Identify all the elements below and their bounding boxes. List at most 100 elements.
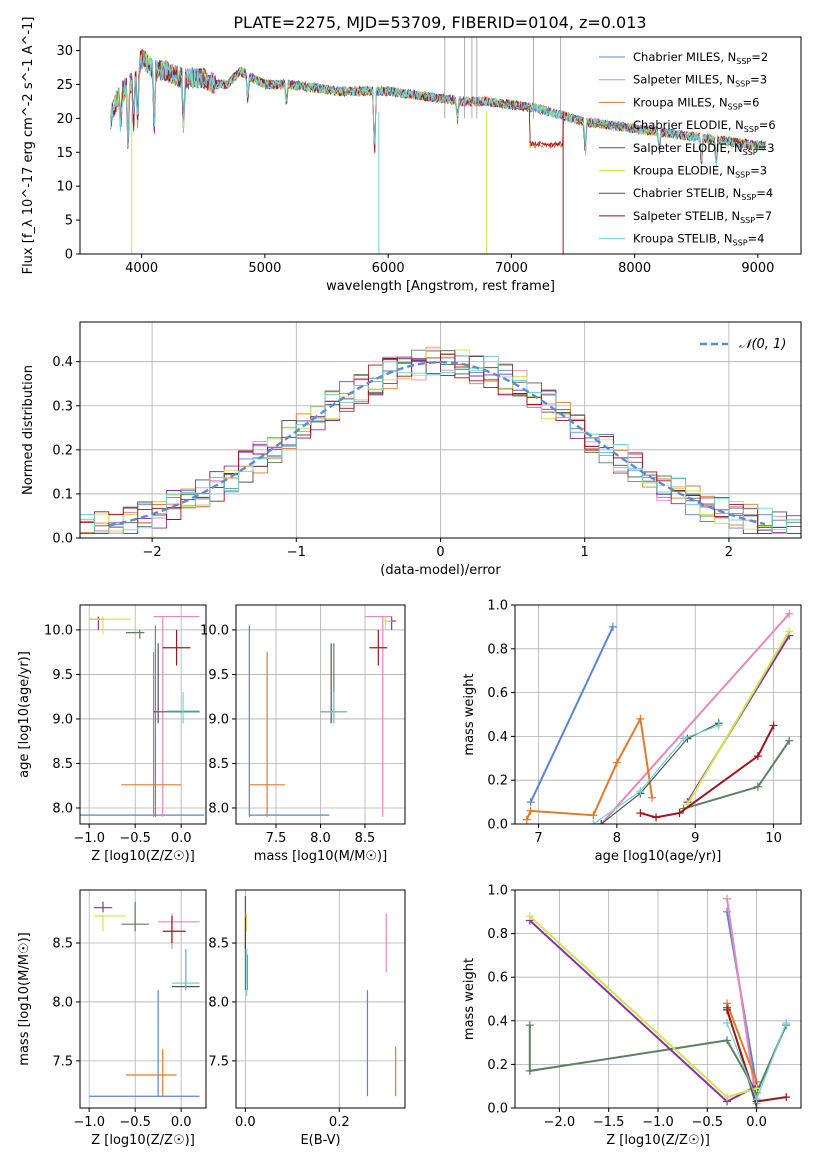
mass-weight-z-marker bbox=[782, 1018, 791, 1027]
y-tick-label: 20 bbox=[56, 112, 73, 127]
axes-frame bbox=[79, 36, 802, 255]
axes-frame bbox=[79, 889, 207, 1109]
y-tick-label: 0.4 bbox=[487, 1014, 508, 1029]
x-axis-label: Z [log10(Z/Z☉)] bbox=[91, 1133, 195, 1148]
axes-frame bbox=[514, 889, 802, 1109]
x-tick-label: 0.0 bbox=[235, 1115, 256, 1130]
mass-weight-age-marker bbox=[714, 721, 723, 730]
mass-weight-z-marker bbox=[723, 1093, 732, 1102]
x-tick-label: 0.0 bbox=[746, 1115, 767, 1130]
x-tick-label: −0.5 bbox=[119, 831, 151, 846]
y-tick-label: 8.0 bbox=[208, 801, 229, 816]
legend-label: 𝒩(0, 1) bbox=[739, 337, 786, 352]
mass-weight-age-marker bbox=[652, 813, 661, 822]
legend-label: Chabrier ELODIE, NSSP=6 bbox=[633, 118, 776, 134]
axes-frame bbox=[79, 604, 207, 825]
y-tick-label: 0.2 bbox=[487, 1058, 508, 1073]
mass-weight-age-line bbox=[593, 724, 719, 824]
y-tick-label: 25 bbox=[56, 78, 73, 93]
x-tick-label: 8000 bbox=[618, 261, 651, 276]
series-lines bbox=[522, 609, 794, 824]
mass-weight-age-line bbox=[686, 630, 791, 805]
x-axis-label: wavelength [Angstrom, rest frame] bbox=[326, 279, 555, 294]
x-tick-label: 9 bbox=[691, 831, 699, 846]
histogram-step-line bbox=[80, 353, 801, 535]
y-tick-label: 8.5 bbox=[208, 937, 229, 952]
y-tick-label: 8.5 bbox=[52, 757, 73, 772]
y-axis-label: mass [log10(M/M☉)] bbox=[17, 932, 32, 1065]
mass-weight-z-marker bbox=[723, 1018, 732, 1027]
y-tick-label: 0.0 bbox=[52, 532, 73, 547]
mass-weight-z-marker bbox=[782, 1093, 791, 1102]
mass-weight-z-marker bbox=[723, 1036, 732, 1045]
y-tick-label: 15 bbox=[56, 146, 73, 161]
y-tick-label: 9.5 bbox=[52, 668, 73, 683]
mass-weight-age-marker bbox=[636, 809, 645, 818]
x-tick-label: 0.2 bbox=[329, 1115, 350, 1130]
y-tick-label: 0.1 bbox=[52, 487, 73, 502]
errorbars bbox=[89, 901, 200, 1097]
y-tick-label: 8.0 bbox=[208, 995, 229, 1010]
y-axis-label: mass weight bbox=[462, 958, 477, 1040]
mass-weight-z-marker bbox=[752, 1095, 761, 1104]
mass-weight-age-marker bbox=[675, 809, 684, 818]
y-tick-label: 0.0 bbox=[487, 1102, 508, 1117]
x-tick-label: 2 bbox=[725, 545, 733, 560]
mass-weight-age-marker bbox=[785, 627, 794, 636]
mass-weight-age-marker bbox=[522, 815, 531, 824]
legend-label: Chabrier STELIB, NSSP=4 bbox=[633, 186, 773, 202]
y-tick-label: 10.0 bbox=[44, 623, 73, 638]
y-tick-label: 1.0 bbox=[487, 599, 508, 614]
axes-frame bbox=[514, 604, 802, 825]
y-axis-label: age [log10(age/yr)] bbox=[17, 651, 32, 778]
spectrum-lines bbox=[110, 37, 766, 254]
massweight_vs_Z-grid bbox=[515, 889, 801, 1109]
x-axis-label: age [log10(age/yr)] bbox=[595, 849, 722, 864]
y-tick-label: 9.0 bbox=[208, 712, 229, 727]
mass-weight-age-marker bbox=[589, 811, 598, 820]
y-tick-label: 30 bbox=[56, 44, 73, 59]
mass-weight-z-marker bbox=[752, 1084, 761, 1093]
histogram-step-line bbox=[80, 355, 801, 535]
x-tick-label: −1.0 bbox=[642, 1115, 674, 1130]
mass-weight-age-line bbox=[600, 613, 790, 824]
y-tick-label: 7.5 bbox=[52, 1054, 73, 1069]
y-tick-label: 0.0 bbox=[487, 818, 508, 833]
chart-title: PLATE=2275, MJD=53709, FIBERID=0104, z=0… bbox=[233, 13, 646, 32]
age_vs_mass-grid bbox=[236, 605, 405, 824]
x-tick-label: 10 bbox=[765, 831, 782, 846]
mass-weight-z-marker bbox=[525, 1021, 534, 1030]
mass-weight-age-marker bbox=[636, 787, 645, 796]
x-tick-label: 0.0 bbox=[171, 1115, 192, 1130]
y-tick-label: 0.6 bbox=[487, 686, 508, 701]
legend-label: Salpeter STELIB, NSSP=7 bbox=[633, 209, 772, 225]
y-tick-label: 8.0 bbox=[52, 801, 73, 816]
x-tick-label: −1.0 bbox=[73, 831, 105, 846]
mass-weight-age-line bbox=[600, 722, 719, 824]
y-tick-label: 8.5 bbox=[52, 937, 73, 952]
y-axis-label: mass weight bbox=[462, 673, 477, 755]
y-tick-label: 8.0 bbox=[52, 995, 73, 1010]
y-tick-label: 9.0 bbox=[52, 712, 73, 727]
y-tick-label: 1.0 bbox=[487, 884, 508, 899]
x-tick-label: 8.0 bbox=[310, 831, 331, 846]
mass-weight-age-marker bbox=[636, 714, 645, 723]
mass_vs_ebv-grid bbox=[236, 890, 405, 1108]
mass-weight-age-marker bbox=[785, 736, 794, 745]
x-tick-label: 6000 bbox=[372, 261, 405, 276]
y-tick-label: 0.2 bbox=[52, 443, 73, 458]
legend-label: Kroupa ELODIE, NSSP=3 bbox=[633, 164, 767, 180]
histogram-steps bbox=[80, 346, 801, 535]
x-axis-label: E(B-V) bbox=[300, 1133, 340, 1148]
x-axis-label: Z [log10(Z/Z☉)] bbox=[606, 1133, 710, 1148]
x-tick-label: 9000 bbox=[741, 261, 774, 276]
mass-weight-age-marker bbox=[608, 622, 617, 631]
y-tick-label: 0.2 bbox=[487, 774, 508, 789]
y-tick-label: 10.0 bbox=[200, 623, 229, 638]
x-tick-label: −1 bbox=[287, 545, 306, 560]
legend-label: Kroupa MILES, NSSP=6 bbox=[633, 95, 759, 111]
mass-weight-age-marker bbox=[753, 782, 762, 791]
legend-label: Chabrier MILES, NSSP=2 bbox=[633, 50, 768, 66]
x-tick-label: 0 bbox=[436, 545, 444, 560]
